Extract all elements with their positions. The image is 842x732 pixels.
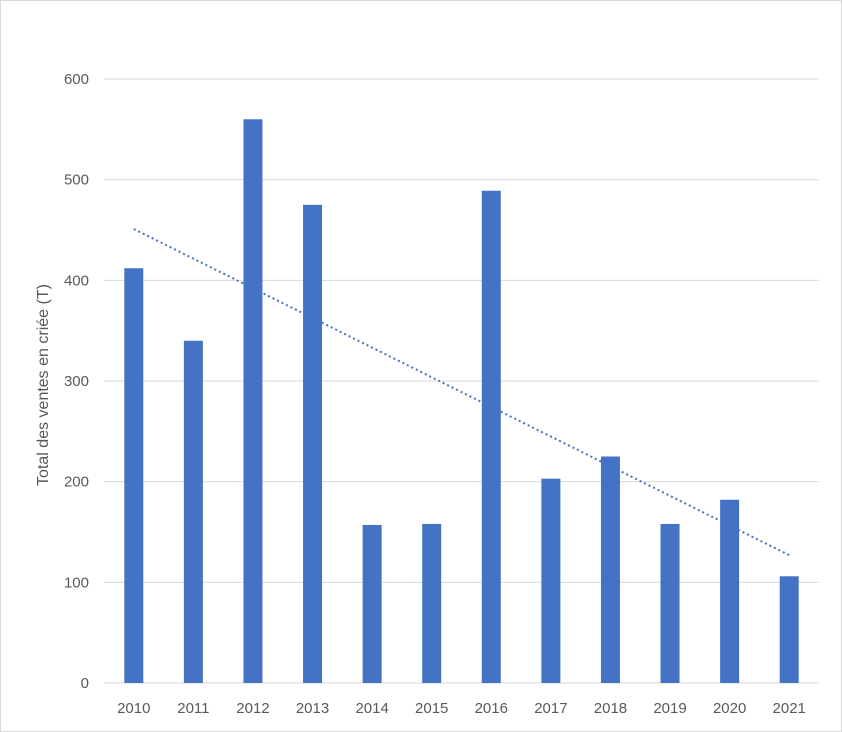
bars (124, 119, 799, 684)
y-axis-title: Total des ventes en criée (T) (35, 284, 52, 486)
y-tick-label: 500 (64, 172, 89, 189)
x-tick-label: 2017 (534, 700, 567, 717)
x-tick-label: 2013 (296, 700, 329, 717)
bar-2018 (600, 456, 620, 683)
x-tick-label: 2019 (653, 700, 686, 717)
y-tick-label: 600 (64, 71, 89, 88)
y-tick-label: 200 (64, 474, 89, 491)
y-tick-label: 400 (64, 272, 89, 289)
y-tick-label: 100 (64, 574, 89, 591)
x-tick-label: 2012 (236, 700, 269, 717)
y-tick-label: 0 (81, 675, 89, 692)
bar-2012 (243, 119, 263, 684)
bar-2016 (481, 190, 501, 684)
x-tick-label: 2011 (177, 700, 209, 717)
x-tick-label: 2016 (475, 700, 508, 717)
bar-2017 (541, 478, 561, 683)
bar-2011 (183, 340, 203, 683)
gridlines (104, 78, 819, 684)
x-tick-label: 2020 (713, 700, 746, 717)
bar-2020 (720, 499, 740, 683)
x-tick-label: 2015 (415, 700, 448, 717)
bar-2015 (422, 523, 442, 683)
x-tick-label: 2021 (773, 700, 806, 717)
x-tick-label: 2010 (117, 700, 150, 717)
bar-2014 (362, 524, 382, 683)
bar-2013 (303, 204, 323, 684)
bar-2019 (660, 523, 680, 683)
trendline (133, 228, 790, 557)
y-tick-label: 300 (64, 373, 89, 390)
x-tick-label: 2018 (594, 700, 627, 717)
y-tick-labels: 0 100 200 300 400 500 600 (64, 71, 89, 692)
bar-2010 (124, 268, 144, 683)
bar-2021 (779, 576, 799, 683)
x-tick-labels: 2010 2011 2012 2013 2014 2015 2016 2017 2018 2019… (117, 700, 806, 717)
x-tick-label: 2014 (355, 700, 388, 717)
